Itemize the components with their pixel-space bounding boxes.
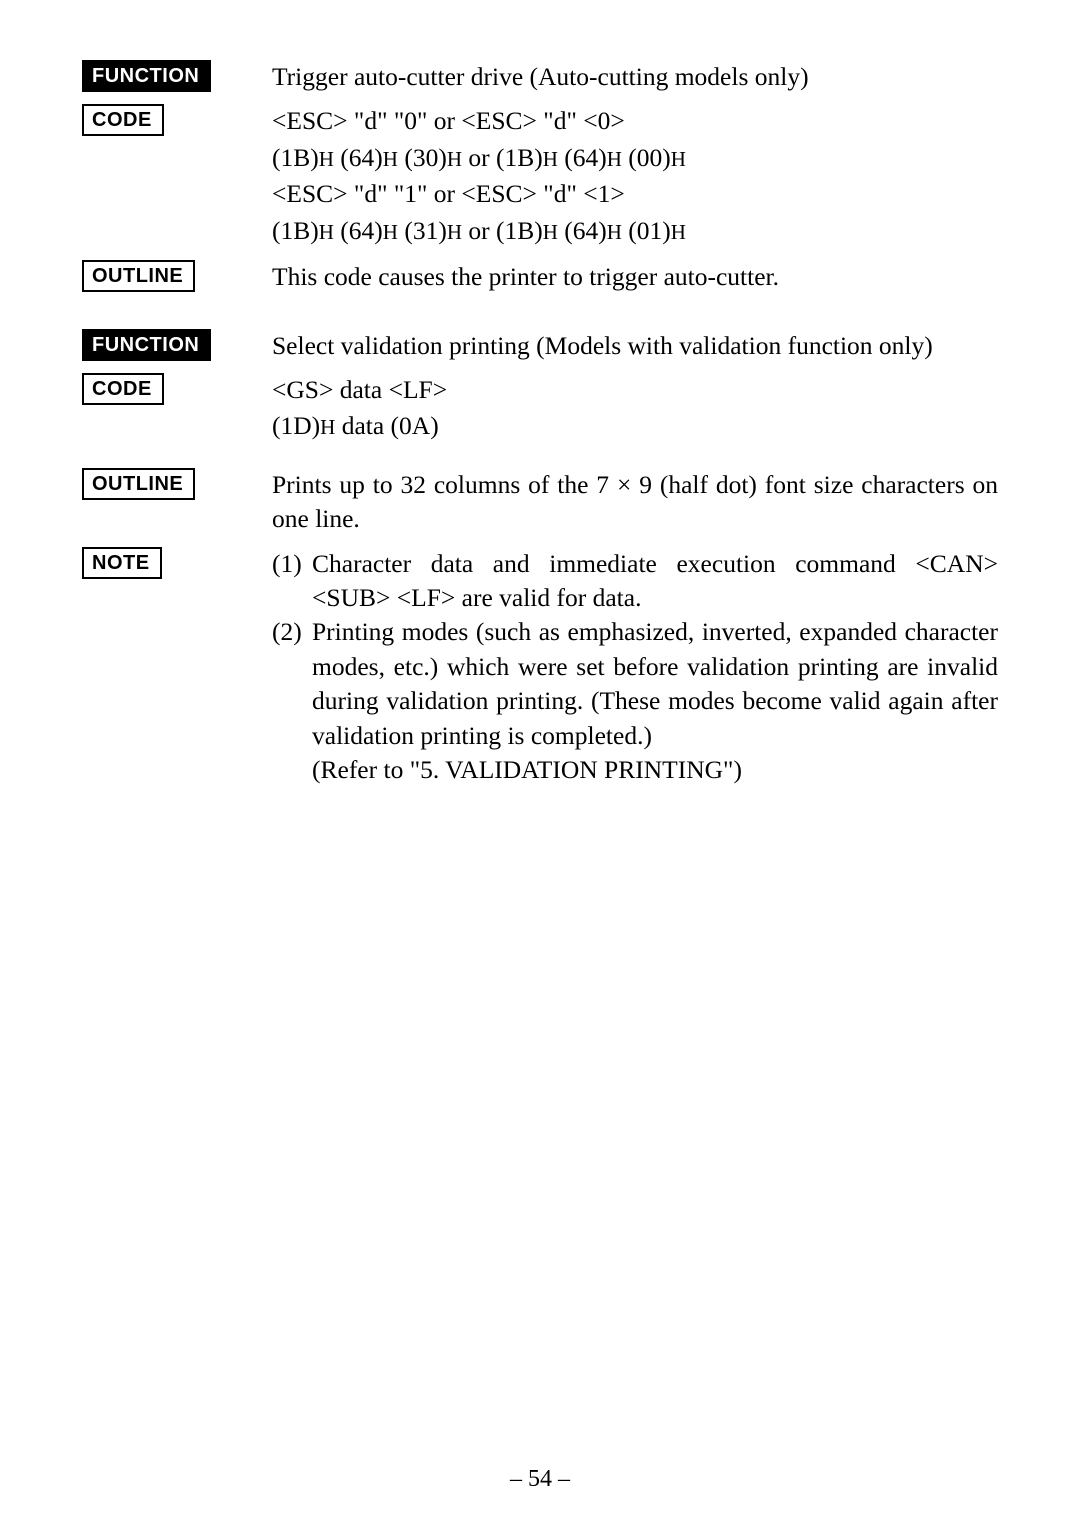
outline-text-1: This code causes the printer to trigger … [272, 260, 998, 294]
note-text: Character data and immediate execution c… [312, 547, 998, 616]
label-col: OUTLINE [82, 468, 272, 500]
note-num: (1) [272, 547, 312, 616]
code-row-2: CODE <GS> data <LF> (1D)H data (0A) [82, 373, 998, 446]
label-col: CODE [82, 373, 272, 405]
note-text: Printing modes (such as emphasized, inve… [312, 615, 998, 787]
code-line: (1B)H (64)H (30)H or (1B)H (64)H (00)H [272, 141, 998, 175]
code-content-1: <ESC> "d" "0" or <ESC> "d" <0> (1B)H (64… [272, 104, 998, 250]
note-item-1: (1) Character data and immediate executi… [272, 547, 998, 616]
code-line: (1D)H data (0A) [272, 409, 998, 443]
page-number: – 54 – [0, 1466, 1080, 1493]
label-col: FUNCTION [82, 329, 272, 361]
label-col: OUTLINE [82, 260, 272, 292]
outline-text-2: Prints up to 32 columns of the 7 × 9 (ha… [272, 468, 998, 537]
code-label: CODE [82, 104, 164, 136]
note-num: (2) [272, 615, 312, 787]
outline-row-1: OUTLINE This code causes the printer to … [82, 260, 998, 294]
code-line: (1B)H (64)H (31)H or (1B)H (64)H (01)H [272, 214, 998, 248]
function-row-2: FUNCTION Select validation printing (Mod… [82, 329, 998, 363]
note-label: NOTE [82, 547, 162, 579]
code-line: <GS> data <LF> [272, 373, 998, 407]
function-text-1: Trigger auto-cutter drive (Auto-cutting … [272, 60, 998, 94]
function-text-2: Select validation printing (Models with … [272, 329, 998, 363]
note-item-2: (2) Printing modes (such as emphasized, … [272, 615, 998, 787]
outline-label: OUTLINE [82, 260, 195, 292]
label-col: NOTE [82, 547, 272, 579]
function-label: FUNCTION [82, 60, 211, 92]
code-label: CODE [82, 373, 164, 405]
code-line: <ESC> "d" "1" or <ESC> "d" <1> [272, 177, 998, 211]
outline-label: OUTLINE [82, 468, 195, 500]
function-row-1: FUNCTION Trigger auto-cutter drive (Auto… [82, 60, 998, 94]
note-content: (1) Character data and immediate executi… [272, 547, 998, 788]
label-col: FUNCTION [82, 60, 272, 92]
code-row-1: CODE <ESC> "d" "0" or <ESC> "d" <0> (1B)… [82, 104, 998, 250]
label-col: CODE [82, 104, 272, 136]
code-content-2: <GS> data <LF> (1D)H data (0A) [272, 373, 998, 446]
outline-row-2: OUTLINE Prints up to 32 columns of the 7… [82, 468, 998, 537]
code-line: <ESC> "d" "0" or <ESC> "d" <0> [272, 104, 998, 138]
function-label: FUNCTION [82, 329, 211, 361]
note-row: NOTE (1) Character data and immediate ex… [82, 547, 998, 788]
